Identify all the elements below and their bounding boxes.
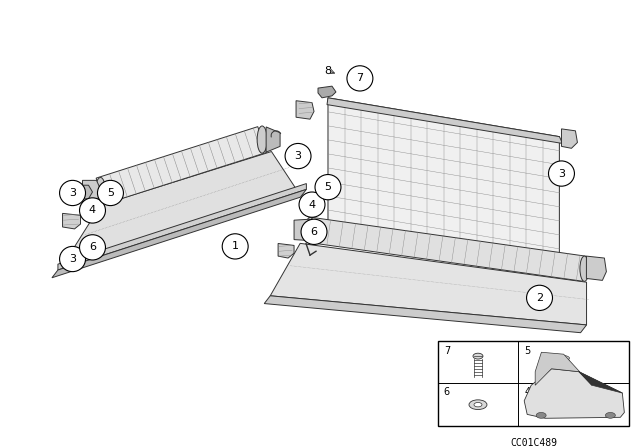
Text: 1: 1	[232, 241, 239, 251]
Polygon shape	[266, 127, 280, 152]
Polygon shape	[586, 256, 606, 280]
Ellipse shape	[580, 256, 589, 281]
Circle shape	[60, 246, 86, 271]
Polygon shape	[52, 190, 307, 278]
Ellipse shape	[469, 400, 487, 409]
Circle shape	[285, 143, 311, 169]
Text: 6: 6	[310, 227, 317, 237]
Text: 6: 6	[89, 242, 96, 252]
Text: 3: 3	[558, 168, 565, 179]
Circle shape	[315, 175, 341, 200]
Text: 8: 8	[324, 65, 332, 76]
Text: 5: 5	[324, 182, 332, 192]
Ellipse shape	[474, 402, 482, 407]
Circle shape	[97, 181, 124, 206]
Polygon shape	[264, 296, 586, 333]
Polygon shape	[278, 243, 294, 258]
Circle shape	[60, 181, 86, 206]
Circle shape	[222, 234, 248, 259]
Polygon shape	[308, 217, 586, 281]
Polygon shape	[270, 243, 586, 325]
Circle shape	[79, 235, 106, 260]
Polygon shape	[60, 151, 296, 270]
Polygon shape	[547, 394, 563, 416]
Polygon shape	[327, 98, 563, 143]
Ellipse shape	[552, 355, 570, 361]
Text: 4: 4	[308, 200, 316, 210]
Polygon shape	[318, 86, 336, 98]
Text: 6: 6	[444, 387, 450, 397]
Polygon shape	[96, 127, 266, 204]
Text: 5: 5	[107, 188, 114, 198]
Ellipse shape	[605, 413, 615, 418]
Ellipse shape	[95, 177, 106, 205]
Text: 7: 7	[444, 346, 450, 357]
Ellipse shape	[257, 126, 267, 153]
Text: 3: 3	[294, 151, 301, 161]
Polygon shape	[524, 369, 625, 418]
Ellipse shape	[556, 358, 565, 366]
Circle shape	[548, 161, 575, 186]
Polygon shape	[561, 129, 577, 148]
Polygon shape	[58, 184, 307, 270]
Polygon shape	[579, 372, 622, 393]
Circle shape	[527, 285, 552, 310]
Polygon shape	[83, 181, 100, 202]
Text: 4: 4	[524, 387, 531, 397]
Polygon shape	[81, 185, 93, 199]
Polygon shape	[294, 219, 312, 241]
Polygon shape	[63, 213, 81, 229]
Ellipse shape	[536, 413, 546, 418]
Ellipse shape	[305, 217, 314, 242]
Circle shape	[301, 219, 327, 245]
Text: 4: 4	[89, 206, 96, 215]
Polygon shape	[296, 101, 314, 119]
Text: 3: 3	[69, 254, 76, 264]
Text: 7: 7	[356, 73, 364, 83]
Circle shape	[347, 66, 373, 91]
Text: CC01C489: CC01C489	[510, 438, 557, 448]
Ellipse shape	[552, 356, 570, 368]
Text: 5: 5	[524, 346, 531, 357]
Polygon shape	[328, 98, 559, 263]
Text: 2: 2	[536, 293, 543, 303]
Ellipse shape	[473, 353, 483, 359]
Circle shape	[79, 198, 106, 223]
Circle shape	[299, 192, 325, 217]
Polygon shape	[535, 352, 592, 385]
Text: 3: 3	[69, 188, 76, 198]
Bar	[438, 340, 629, 426]
